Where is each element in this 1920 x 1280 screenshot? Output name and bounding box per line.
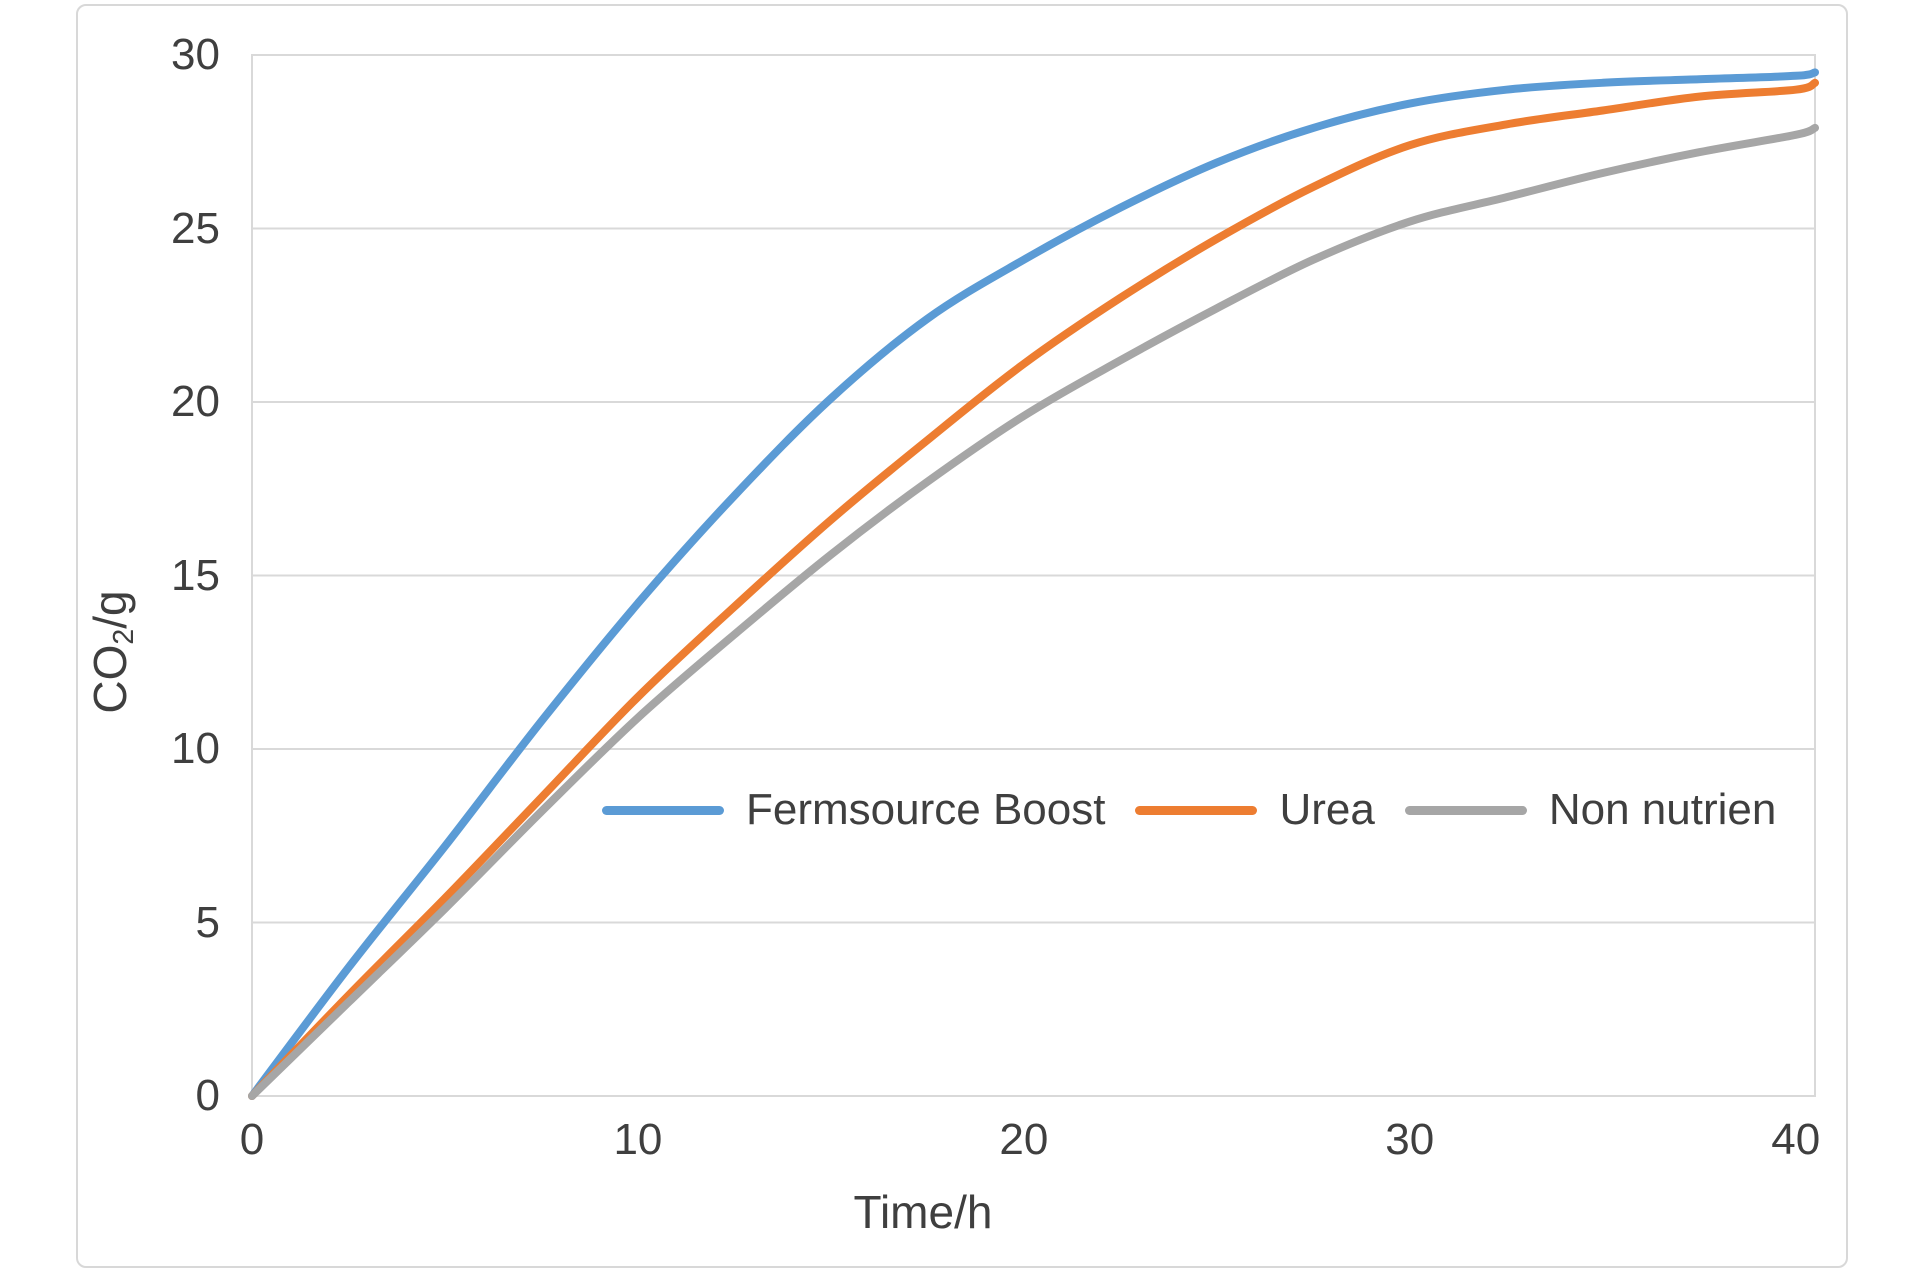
- y-tick-label-20: 20: [171, 377, 220, 426]
- chart-frame: [76, 4, 1848, 1268]
- plot-border: [251, 54, 1816, 1097]
- legend-line-sample-urea: [1135, 805, 1258, 815]
- y-tick-label-10: 10: [171, 724, 220, 773]
- x-tick-label-0: 0: [239, 1115, 265, 1164]
- y-axis-title-text: CO: [83, 644, 136, 714]
- y-tick-label-25: 25: [171, 203, 220, 253]
- legend-item-fermsource-boost: Fermsource Boost: [602, 785, 1135, 835]
- x-tick-label-20: 20: [999, 1115, 1049, 1164]
- x-axis-title: Time/h: [853, 1186, 993, 1238]
- y-axis-title-subscript: 2: [108, 628, 141, 645]
- legend-label-fermsource-boost: Fermsource Boost: [746, 785, 1106, 834]
- series-line-urea: [248, 78, 1819, 1100]
- y-tick-label-30: 30: [171, 30, 220, 79]
- x-tick-label-30: 30: [1385, 1115, 1435, 1164]
- x-tick-label-10: 10: [613, 1115, 663, 1164]
- y-axis-title: CO2/g: [83, 590, 141, 713]
- y-tick-label-15: 15: [171, 550, 220, 600]
- y-axis-title-text: /g: [83, 590, 136, 629]
- legend-line-sample-non-nutrien: [1404, 805, 1527, 815]
- series-line-fermsource-boost: [248, 68, 1819, 1100]
- legend-line-sample-fermsource-boost: [602, 805, 724, 815]
- legend-item-non-nutrien: Non nutrien: [1404, 785, 1806, 835]
- x-tick-label-40: 40: [1771, 1115, 1821, 1164]
- y-tick-label-0: 0: [195, 1071, 220, 1120]
- legend-label-non-nutrien: Non nutrien: [1548, 785, 1777, 834]
- legend-item-urea: Urea: [1135, 785, 1404, 835]
- legend: Fermsource Boost Urea Non nutrien: [602, 785, 1806, 835]
- legend-label-urea: Urea: [1279, 785, 1375, 834]
- y-tick-label-5: 5: [195, 897, 220, 947]
- series-line-non-nutrien: [248, 123, 1819, 1100]
